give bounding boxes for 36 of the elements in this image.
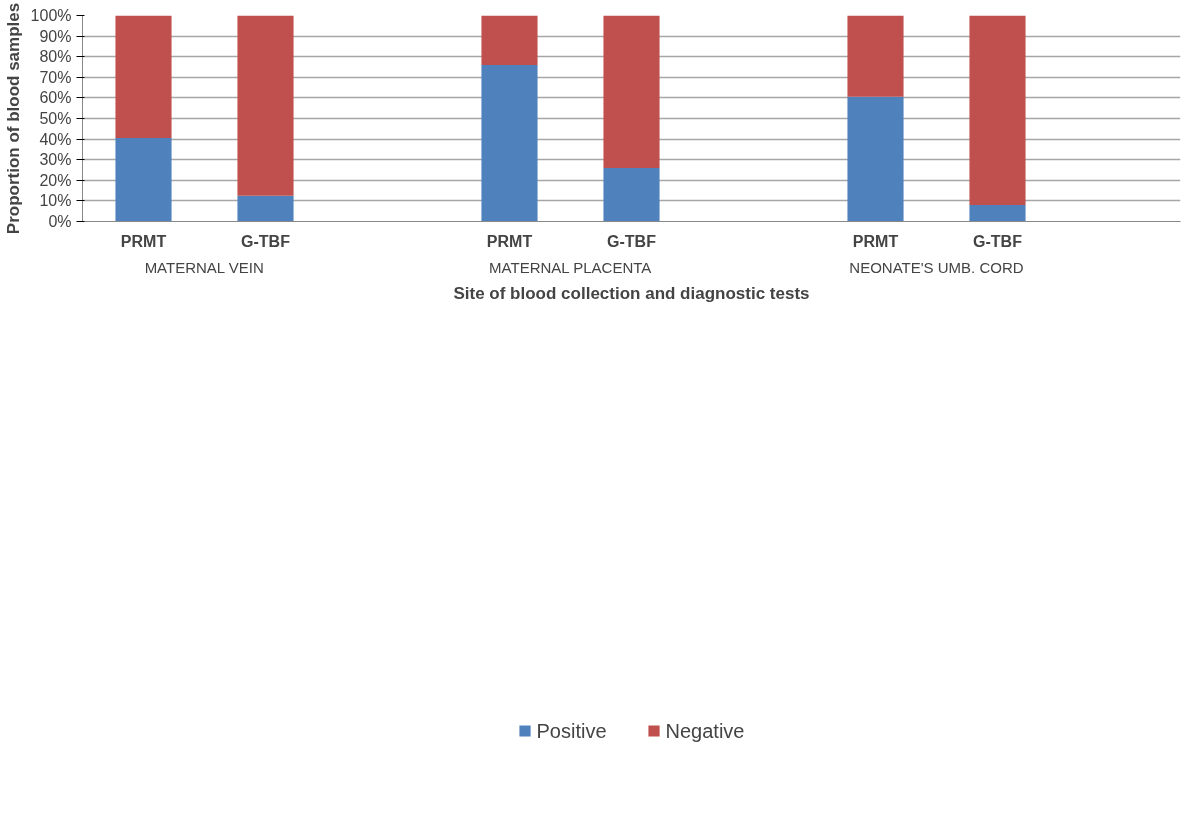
legend-label: Positive: [536, 719, 607, 743]
y-tick-label: 70%: [39, 68, 72, 86]
y-tick-label: 90%: [39, 27, 72, 45]
x-tick-label: PRMT: [852, 232, 899, 250]
bar: [603, 15, 660, 168]
y-tick-label: 10%: [39, 192, 72, 210]
legend-label: Negative: [665, 719, 745, 743]
y-tick-label: 50%: [39, 110, 72, 127]
text: MATERNAL VEIN: [144, 258, 264, 276]
y-tick-label: 60%: [39, 89, 72, 107]
y-axis-title: Proportion of blood samples: [3, 2, 23, 235]
bar: [847, 15, 904, 97]
bar: [969, 15, 1026, 206]
x-tick-label: G-TBF: [973, 232, 1023, 250]
y-tick-label: 30%: [39, 151, 72, 169]
y-tick-label: 40%: [39, 130, 72, 148]
x-tick-label: G-TBF: [241, 232, 291, 250]
text: MATERNAL PLACENTA: [489, 258, 652, 276]
bar: [603, 167, 660, 222]
y-tick-label: 80%: [39, 48, 72, 66]
bar: [237, 195, 294, 222]
x-tick-label: PRMT: [486, 232, 533, 250]
bar: [115, 138, 172, 222]
text: NEONATE'S UMB. CORD: [849, 258, 1024, 276]
y-tick-label: 100%: [30, 7, 72, 24]
x-tick-label: G-TBF: [607, 232, 657, 250]
bar: [481, 15, 538, 65]
x-tick-label: PRMT: [120, 232, 167, 250]
bar: [237, 15, 294, 196]
y-tick-label: 0%: [48, 213, 72, 230]
bar: [969, 205, 1026, 222]
bar: [481, 64, 538, 222]
y-tick-label: 20%: [39, 171, 72, 189]
x-axis-title: Site of blood collection and diagnostic tests: [453, 283, 810, 303]
bar: [847, 96, 904, 222]
bar: [115, 15, 172, 139]
